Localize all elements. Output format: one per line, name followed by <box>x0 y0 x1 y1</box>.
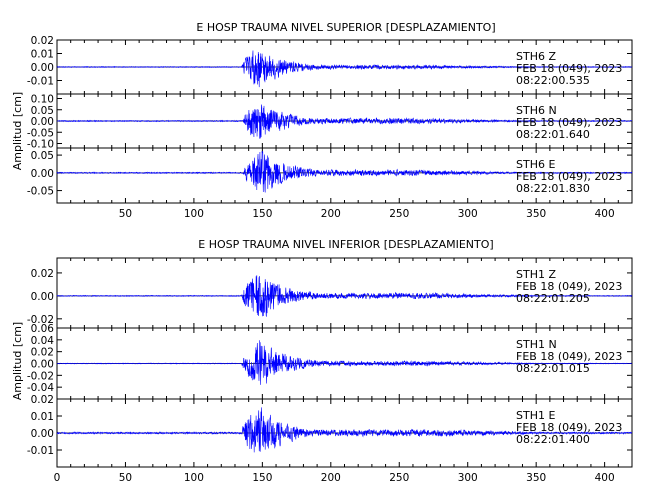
y-tick-label: 0.05 <box>31 150 54 162</box>
x-tick-label: 400 <box>595 208 615 220</box>
y-tick-label: 0.00 <box>31 291 54 303</box>
y-tick-label: 0.02 <box>31 268 54 280</box>
lower-y-axis-label: Amplitud [cm] <box>11 322 24 400</box>
station-component-label: STH1 N <box>516 338 557 351</box>
x-tick-label: 300 <box>458 472 478 484</box>
event-date-label: FEB 18 (049), 2023 <box>516 62 622 75</box>
y-tick-label: 0.02 <box>31 394 54 406</box>
x-tick-label: 350 <box>526 472 546 484</box>
y-tick-label: 0.10 <box>31 94 54 106</box>
event-date-label: FEB 18 (049), 2023 <box>516 421 622 434</box>
station-component-label: STH1 E <box>516 409 555 422</box>
x-tick-label: 200 <box>321 472 341 484</box>
y-tick-label: -0.02 <box>27 314 54 326</box>
station-component-label: STH6 N <box>516 104 557 117</box>
y-tick-label: -0.10 <box>27 139 54 151</box>
y-tick-label: 0.00 <box>31 62 54 74</box>
y-tick-label: 0.06 <box>31 323 55 335</box>
event-time-label: 08:22:00.535 <box>516 74 590 87</box>
x-tick-label: 300 <box>458 208 478 220</box>
x-tick-label: 100 <box>184 208 204 220</box>
y-tick-label: 0.01 <box>31 411 54 423</box>
upper-figure: E HOSP TRAUMA NIVEL SUPERIOR [DESPLAZAMI… <box>11 21 633 220</box>
x-tick-label: 50 <box>119 472 132 484</box>
y-tick-label: 0.00 <box>31 168 54 180</box>
event-time-label: 08:22:01.205 <box>516 292 590 305</box>
x-tick-label: 100 <box>184 472 204 484</box>
y-tick-label: 0.00 <box>31 116 54 128</box>
x-tick-label: 150 <box>252 472 272 484</box>
y-tick-label: 0.05 <box>31 105 54 117</box>
y-tick-label: 0.02 <box>31 347 54 359</box>
x-tick-label: 50 <box>119 208 132 220</box>
y-tick-label: 0.00 <box>31 428 54 440</box>
upper-figure-title: E HOSP TRAUMA NIVEL SUPERIOR [DESPLAZAMI… <box>196 21 495 34</box>
y-tick-label: -0.04 <box>27 382 54 394</box>
y-tick-label: -0.01 <box>27 76 54 88</box>
station-component-label: STH1 Z <box>516 268 556 281</box>
lower-x-axis: 0 50 100 150 200 250 300 350 400 <box>54 472 615 484</box>
event-date-label: FEB 18 (049), 2023 <box>516 350 622 363</box>
x-tick-label: 250 <box>389 472 409 484</box>
event-date-label: FEB 18 (049), 2023 <box>516 170 622 183</box>
y-tick-label: -0.05 <box>27 127 54 139</box>
station-component-label: STH6 Z <box>516 50 556 63</box>
waveform-trace <box>56 340 633 385</box>
waveform-trace <box>56 50 633 88</box>
station-component-label: STH6 E <box>516 158 555 171</box>
waveform-trace <box>56 104 633 139</box>
x-tick-label: 350 <box>526 208 546 220</box>
lower-figure: E HOSP TRAUMA NIVEL INFERIOR [DESPLAZAMI… <box>11 238 633 484</box>
waveform-trace <box>56 275 633 317</box>
event-date-label: FEB 18 (049), 2023 <box>516 116 622 129</box>
upper-x-axis: 50 100 150 200 250 300 350 400 <box>119 208 615 220</box>
event-date-label: FEB 18 (049), 2023 <box>516 280 622 293</box>
y-tick-label: -0.05 <box>27 186 54 198</box>
event-time-label: 08:22:01.015 <box>516 362 590 375</box>
y-tick-label: 0.00 <box>31 359 54 371</box>
waveform-trace <box>56 407 633 453</box>
waveform-trace <box>56 150 633 193</box>
y-tick-label: -0.02 <box>27 370 54 382</box>
y-tick-label: 0.01 <box>31 49 54 61</box>
y-tick-label: 0.02 <box>31 35 54 47</box>
lower-figure-title: E HOSP TRAUMA NIVEL INFERIOR [DESPLAZAMI… <box>198 238 493 251</box>
event-time-label: 08:22:01.640 <box>516 128 590 141</box>
y-tick-label: -0.01 <box>27 445 54 457</box>
x-tick-label: 150 <box>252 208 272 220</box>
y-tick-label: 0.04 <box>31 335 55 347</box>
x-tick-label: 0 <box>54 472 61 484</box>
upper-y-axis-label: Amplitud [cm] <box>11 92 24 170</box>
x-tick-label: 200 <box>321 208 341 220</box>
event-time-label: 08:22:01.830 <box>516 182 590 195</box>
x-tick-label: 400 <box>595 472 615 484</box>
event-time-label: 08:22:01.400 <box>516 433 590 446</box>
x-tick-label: 250 <box>389 208 409 220</box>
